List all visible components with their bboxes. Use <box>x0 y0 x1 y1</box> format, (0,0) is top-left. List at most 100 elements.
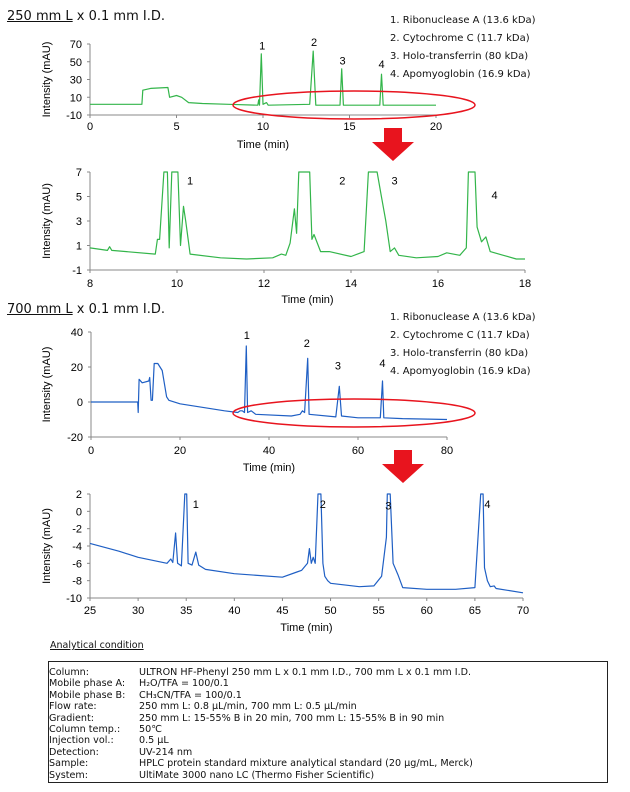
x-tick-label: 50 <box>324 605 336 617</box>
y-tick-label: -2 <box>72 524 82 536</box>
chart-3: -20 0 20 40 0 20 40 60 80 Time (min) Intensity (mA… <box>41 327 453 474</box>
y-tick-label: 1 <box>76 241 82 253</box>
y-axis-label: Intensity (mAU) <box>41 42 53 118</box>
peak-label: 4 <box>378 59 384 71</box>
y-tick-label: 2 <box>76 489 82 501</box>
peak-label: 1 <box>244 330 250 342</box>
condition-key: Mobile phase B: <box>49 689 126 701</box>
x-tick-label: 18 <box>519 278 531 290</box>
peak-label: 2 <box>320 499 326 511</box>
peak-label: 4 <box>484 499 490 511</box>
y-tick-label: -6 <box>72 558 82 570</box>
legend-item: 4. Apomyoglobin (16.9 kDa) <box>390 366 531 377</box>
chromatogram-trace <box>89 171 525 260</box>
y-tick-label: -1 <box>72 265 82 277</box>
x-axis-label: Time (min) <box>281 294 333 306</box>
condition-value: 250 mm L: 0.8 µL/min, 700 mm L: 0.5 µL/m… <box>139 701 357 713</box>
x-tick-label: 80 <box>441 445 453 457</box>
peak-label: 4 <box>379 358 385 370</box>
y-tick-label: -4 <box>72 541 82 553</box>
legend-item: 1. Ribonuclease A (13.6 kDa) <box>390 15 536 26</box>
down-arrow-icon <box>372 128 414 161</box>
legend-item: 3. Holo-transferrin (80 kDa) <box>390 348 529 359</box>
y-tick-label: 40 <box>71 327 83 339</box>
legend-700: 1. Ribonuclease A (13.6 kDa) 2. Cytochro… <box>390 309 536 381</box>
x-tick-label: 15 <box>343 121 355 133</box>
legend-item: 1. Ribonuclease A (13.6 kDa) <box>390 312 536 323</box>
peak-label: 3 <box>335 361 341 373</box>
x-tick-label: 65 <box>469 605 481 617</box>
peak-label: 2 <box>339 175 345 187</box>
zoom-region-ellipse <box>232 398 476 428</box>
x-tick-label: 8 <box>87 278 93 290</box>
condition-key: Column temp.: <box>49 724 121 736</box>
condition-key: Mobile phase A: <box>49 678 126 690</box>
condition-row: System: UltiMate 3000 nano LC (Thermo Fis… <box>49 770 607 781</box>
x-tick-label: 20 <box>430 121 442 133</box>
y-axis-label: Intensity (mAU) <box>41 347 53 423</box>
legend-250: 1. Ribonuclease A (13.6 kDa) 2. Cytochro… <box>390 12 536 84</box>
x-tick-label: 60 <box>352 445 364 457</box>
y-tick-label: 70 <box>70 39 82 51</box>
x-tick-label: 30 <box>132 605 144 617</box>
condition-row: Detection: UV-214 nm <box>49 747 607 758</box>
peak-label: 4 <box>491 190 497 202</box>
condition-value: 0.5 µL <box>139 735 169 747</box>
y-tick-label: -10 <box>66 110 82 122</box>
y-tick-label: 10 <box>70 92 82 104</box>
chart-4: -10 -8 -6 -4 -2 0 2 25 30 35 40 45 50 55 60 65 70 Time (m… <box>41 489 529 634</box>
x-tick-label: 14 <box>345 278 357 290</box>
x-tick-label: 35 <box>180 605 192 617</box>
column-title-250: 250 mm L x 0.1 mm I.D. <box>7 9 165 24</box>
condition-row: Sample: HPLC protein standard mixture ana… <box>49 758 607 769</box>
condition-row: Column: ULTRON HF-Phenyl 250 mm L x 0.1 m… <box>49 667 607 678</box>
condition-value: H₂O/TFA = 100/0.1 <box>139 678 229 690</box>
x-tick-label: 45 <box>276 605 288 617</box>
condition-value: HPLC protein standard mixture analytical… <box>139 758 473 770</box>
x-tick-label: 70 <box>517 605 529 617</box>
y-tick-label: 0 <box>76 506 82 518</box>
y-tick-label: -8 <box>72 576 82 588</box>
x-tick-label: 10 <box>257 121 269 133</box>
y-tick-label: 3 <box>76 216 82 228</box>
x-tick-label: 10 <box>171 278 183 290</box>
condition-value: UV-214 nm <box>139 746 193 758</box>
y-axis-label: Intensity (mAU) <box>41 508 53 584</box>
x-tick-label: 0 <box>87 121 93 133</box>
conditions-heading: Analytical condition <box>50 640 144 651</box>
condition-value: UltiMate 3000 nano LC (Thermo Fisher Sci… <box>139 769 375 781</box>
title-underlined: 250 mm L <box>7 9 73 24</box>
x-tick-label: 40 <box>228 605 240 617</box>
condition-key: Sample: <box>49 758 89 770</box>
peak-label: 1 <box>193 499 199 511</box>
peak-label: 2 <box>304 338 310 350</box>
x-tick-label: 60 <box>421 605 433 617</box>
condition-row: Flow rate: 250 mm L: 0.8 µL/min, 700 mm L… <box>49 701 607 712</box>
peak-label: 2 <box>311 37 317 49</box>
peak-label: 3 <box>385 501 391 513</box>
legend-item: 2. Cytochrome C (11.7 kDa) <box>390 33 530 44</box>
chromatogram-trace <box>91 345 448 421</box>
x-tick-label: 40 <box>263 445 275 457</box>
condition-row: Mobile phase A: H₂O/TFA = 100/0.1 <box>49 678 607 689</box>
peak-label: 1 <box>187 175 193 187</box>
condition-key: Detection: <box>49 746 99 758</box>
y-tick-label: 50 <box>70 57 82 69</box>
condition-value: 250 mm L: 15-55% B in 20 min, 700 mm L: … <box>139 712 445 724</box>
x-tick-label: 0 <box>88 445 94 457</box>
y-tick-label: 30 <box>70 75 82 87</box>
x-axis-label: Time (min) <box>237 139 289 151</box>
y-tick-label: -10 <box>66 593 82 605</box>
x-axis-label: Time (min) <box>280 622 332 634</box>
x-tick-label: 12 <box>258 278 270 290</box>
x-axis-label: Time (min) <box>243 462 295 474</box>
peak-label: 3 <box>340 55 346 67</box>
conditions-box: Column: ULTRON HF-Phenyl 250 mm L x 0.1 m… <box>48 661 608 783</box>
condition-key: Injection vol.: <box>49 735 114 747</box>
chromatogram-trace <box>90 50 436 106</box>
condition-value: 50℃ <box>139 724 162 736</box>
condition-key: Flow rate: <box>49 701 97 713</box>
